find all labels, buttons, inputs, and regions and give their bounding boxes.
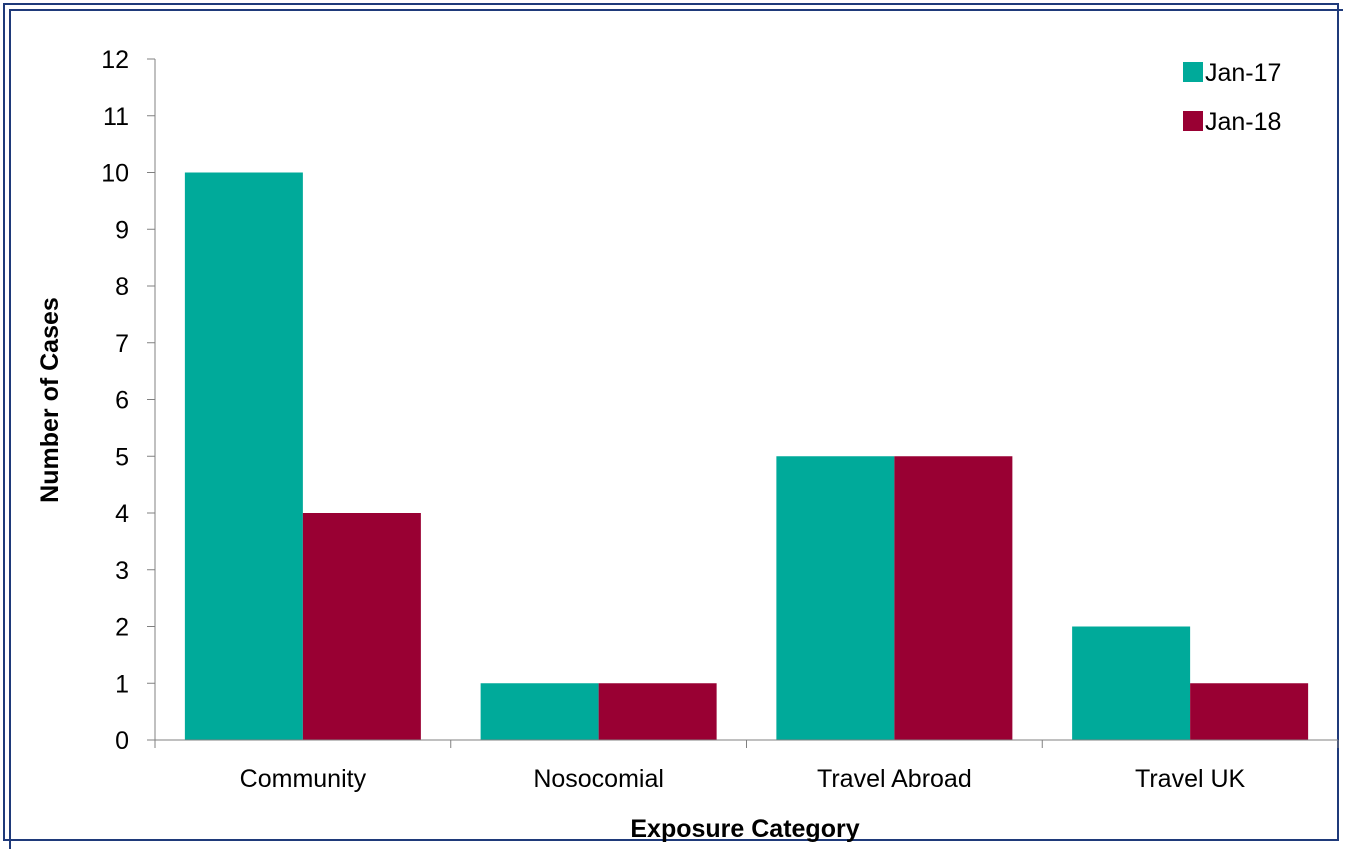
y-tick-label: 4 bbox=[115, 500, 129, 528]
legend-label-jan-18: Jan-18 bbox=[1205, 108, 1281, 136]
y-tick-label: 8 bbox=[115, 273, 129, 301]
x-axis-title: Exposure Category bbox=[630, 815, 859, 843]
x-axis-labels: Community Nosocomial Travel Abroad Travel U… bbox=[240, 765, 1246, 793]
bar-jan-18-community bbox=[302, 513, 421, 740]
y-axis-title: Number of Cases bbox=[36, 297, 64, 503]
y-tick-label: 9 bbox=[115, 216, 129, 244]
y-tick-label: 11 bbox=[103, 103, 129, 131]
bar-jan-17-travel-uk bbox=[1072, 626, 1191, 740]
bar-jan-18-travel-uk bbox=[1190, 683, 1309, 740]
legend: Jan-17 Jan-18 bbox=[1183, 59, 1281, 136]
x-tick-label: Travel Abroad bbox=[817, 765, 972, 793]
bar-jan-18-nosocomial bbox=[598, 683, 717, 740]
y-tick-label: 6 bbox=[115, 387, 129, 415]
y-tick-label: 1 bbox=[115, 670, 129, 698]
bar-jan-17-community bbox=[184, 172, 303, 740]
x-tick-label: Nosocomial bbox=[533, 765, 664, 793]
legend-swatch-jan-18 bbox=[1183, 111, 1203, 131]
y-tick-label: 10 bbox=[101, 160, 129, 188]
legend-label-jan-17: Jan-17 bbox=[1205, 59, 1281, 87]
bar-jan-18-travel-abroad bbox=[894, 456, 1013, 740]
y-tick-label: 5 bbox=[115, 443, 129, 471]
y-tick-label: 3 bbox=[115, 557, 129, 585]
x-tick-label: Community bbox=[240, 765, 367, 793]
bar-jan-17-travel-abroad bbox=[776, 456, 895, 740]
y-tick-label: 0 bbox=[115, 727, 129, 755]
x-tick-label: Travel UK bbox=[1135, 765, 1246, 793]
inner-frame bbox=[9, 9, 1343, 849]
outer-frame bbox=[3, 3, 1339, 841]
y-tick-label: 7 bbox=[115, 330, 129, 358]
axes bbox=[154, 59, 1339, 748]
bar-jan-17-nosocomial bbox=[480, 683, 599, 740]
y-tick-label: 2 bbox=[115, 614, 129, 642]
legend-swatch-jan-17 bbox=[1183, 62, 1203, 82]
bars bbox=[184, 172, 1309, 740]
y-tick-label: 12 bbox=[101, 46, 129, 74]
